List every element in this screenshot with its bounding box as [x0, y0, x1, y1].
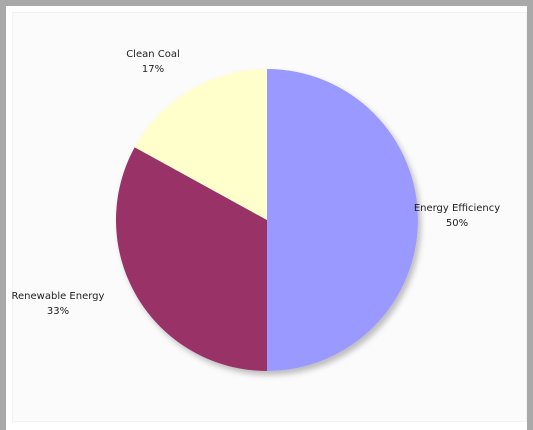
pie-slice-energy-efficiency — [267, 69, 418, 371]
slice-label: Renewable Energy — [12, 291, 105, 302]
slice-value-label: 50% — [446, 218, 468, 229]
slice-value-label: 33% — [47, 306, 69, 317]
pie-labels: Energy Efficiency 50% Renewable Energy 33% C… — [12, 49, 501, 317]
pie-slices — [116, 69, 418, 371]
pie-slice-clean-coal — [134, 69, 267, 220]
pie-slice-renewable-energy — [116, 147, 267, 371]
slice-label: Energy Efficiency — [414, 203, 500, 214]
slice-value-label: 17% — [142, 64, 164, 75]
slice-label: Clean Coal — [126, 49, 180, 60]
